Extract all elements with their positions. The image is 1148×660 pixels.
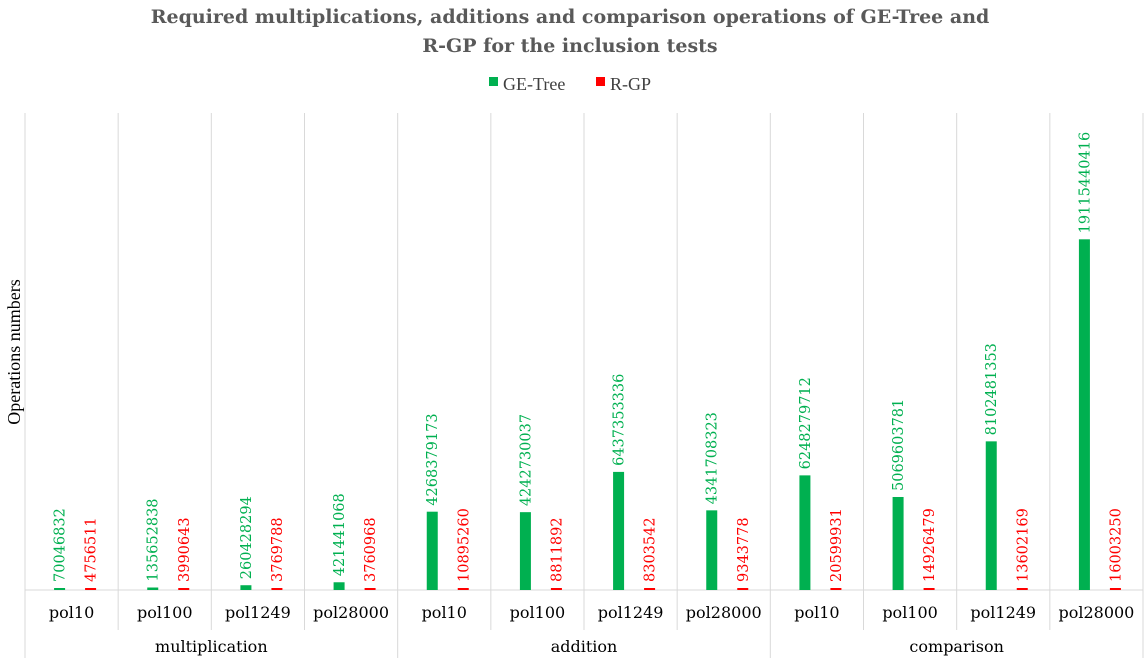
bar-r-gp-addition-pol10 — [457, 588, 469, 590]
data-label-r-gp-addition-pol10: 10895260 — [456, 508, 472, 582]
data-label-ge-tree-comparison-pol1249: 8102481353 — [984, 343, 1000, 435]
bar-ge-tree-comparison-pol1249 — [985, 441, 997, 590]
x-tick-label-pol100: pol100 — [137, 603, 193, 622]
bar-r-gp-multiplication-pol100 — [178, 588, 190, 590]
data-label-r-gp-multiplication-pol10: 4756511 — [84, 517, 100, 582]
bar-r-gp-multiplication-pol1249 — [271, 588, 283, 590]
data-label-r-gp-addition-pol1249: 8303542 — [643, 517, 659, 582]
x-tick-label-pol100: pol100 — [510, 603, 566, 622]
x-tick-label-pol10: pol10 — [794, 603, 839, 622]
data-label-ge-tree-multiplication-pol28000: 421441068 — [332, 493, 348, 576]
bar-ge-tree-multiplication-pol10 — [54, 588, 66, 590]
data-label-r-gp-comparison-pol28000: 16003250 — [1108, 508, 1124, 582]
bar-ge-tree-addition-pol10 — [426, 511, 438, 590]
bar-ge-tree-addition-pol28000 — [706, 510, 718, 590]
legend-label-ge-tree: GE-Tree — [503, 74, 565, 94]
bar-ge-tree-addition-pol100 — [519, 512, 531, 590]
bar-r-gp-comparison-pol10 — [830, 588, 842, 590]
legend-label-r-gp: R-GP — [610, 74, 651, 94]
bar-r-gp-comparison-pol100 — [923, 588, 935, 590]
x-tick-label-pol28000: pol28000 — [686, 603, 762, 622]
bar-ge-tree-comparison-pol10 — [799, 475, 811, 590]
data-label-ge-tree-addition-pol1249: 6437353336 — [612, 374, 628, 466]
legend: GE-Tree R-GP — [489, 74, 651, 94]
x-group-label-multiplication: multiplication — [155, 637, 268, 656]
data-label-r-gp-comparison-pol1249: 13602169 — [1015, 508, 1031, 582]
bar-r-gp-addition-pol28000 — [737, 588, 749, 590]
data-label-r-gp-comparison-pol100: 14926479 — [922, 508, 938, 582]
data-label-ge-tree-comparison-pol100: 5069603781 — [891, 399, 907, 491]
x-tick-label-pol28000: pol28000 — [1058, 603, 1134, 622]
data-label-ge-tree-comparison-pol28000: 19115440416 — [1077, 132, 1093, 233]
data-label-ge-tree-multiplication-pol100: 135652838 — [146, 498, 162, 581]
data-label-ge-tree-addition-pol10: 4268379173 — [425, 413, 441, 505]
x-group-label-comparison: comparison — [909, 637, 1003, 656]
data-label-ge-tree-addition-pol100: 4242730037 — [518, 414, 534, 506]
bar-r-gp-multiplication-pol10 — [85, 588, 97, 590]
bar-ge-tree-multiplication-pol1249 — [240, 585, 252, 590]
data-label-r-gp-addition-pol100: 8811892 — [549, 517, 565, 582]
legend-swatch-ge-tree — [489, 77, 498, 86]
bar-r-gp-addition-pol1249 — [644, 588, 656, 590]
y-axis-label: Operations numbers — [4, 279, 24, 424]
data-label-ge-tree-addition-pol28000: 4341708323 — [705, 412, 721, 504]
bar-r-gp-comparison-pol28000 — [1109, 588, 1121, 590]
x-tick-label-pol1249: pol1249 — [970, 603, 1036, 622]
bar-ge-tree-comparison-pol28000 — [1078, 239, 1090, 591]
data-label-ge-tree-comparison-pol10: 6248279712 — [798, 377, 814, 469]
x-tick-label-pol10: pol10 — [422, 603, 467, 622]
bar-r-gp-addition-pol100 — [550, 588, 562, 590]
bar-ge-tree-multiplication-pol28000 — [333, 582, 345, 590]
data-label-r-gp-addition-pol28000: 9343778 — [736, 517, 752, 582]
chart-title-line-1: Required multiplications, additions and … — [151, 6, 990, 28]
data-label-r-gp-multiplication-pol28000: 3760968 — [363, 517, 379, 582]
data-label-r-gp-comparison-pol10: 20599931 — [829, 508, 845, 582]
bar-r-gp-multiplication-pol28000 — [364, 588, 376, 590]
x-tick-label-pol1249: pol1249 — [225, 603, 291, 622]
data-label-r-gp-multiplication-pol1249: 3769788 — [270, 517, 286, 582]
x-tick-label-pol1249: pol1249 — [598, 603, 664, 622]
x-tick-label-pol10: pol10 — [49, 603, 94, 622]
data-label-ge-tree-multiplication-pol10: 70046832 — [53, 508, 69, 582]
data-label-ge-tree-multiplication-pol1249: 260428294 — [239, 496, 255, 579]
data-label-r-gp-multiplication-pol100: 3990643 — [177, 517, 193, 582]
x-group-label-addition: addition — [551, 637, 618, 656]
chart-title-line-2: R-GP for the inclusion tests — [422, 35, 717, 57]
bar-r-gp-comparison-pol1249 — [1016, 588, 1028, 590]
x-tick-label-pol28000: pol28000 — [313, 603, 389, 622]
plot-area: 70046832 4756511 pol10 135652838 3990643 pol1… — [24, 113, 1144, 658]
bar-ge-tree-comparison-pol100 — [892, 496, 904, 590]
legend-swatch-r-gp — [596, 77, 605, 86]
bar-ge-tree-multiplication-pol100 — [147, 587, 159, 590]
bar-ge-tree-addition-pol1249 — [613, 471, 625, 590]
x-tick-label-pol100: pol100 — [882, 603, 938, 622]
